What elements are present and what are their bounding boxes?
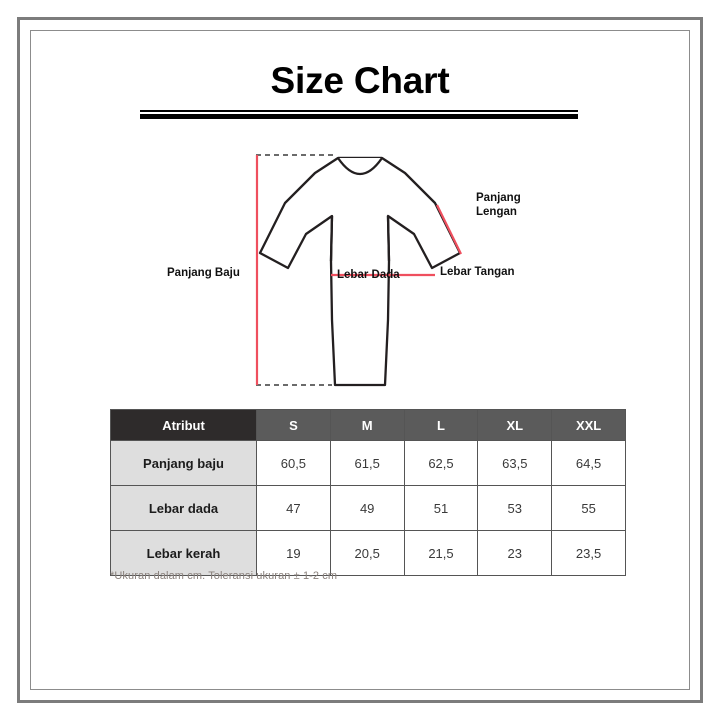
column-header-atribut: Atribut [110,409,257,441]
label-panjang-baju: Panjang Baju [167,267,240,279]
cell-lebar-dada-xxl: 55 [551,485,626,531]
cell-lebar-kerah-l: 21,5 [403,530,479,576]
title-divider [140,110,578,119]
page-title: Size Chart [270,60,450,101]
cell-panjang-baju-l: 62,5 [403,440,479,486]
cell-panjang-baju-xxl: 64,5 [551,440,626,486]
column-header-s: S [256,409,331,441]
measurement-footnote: *Ukuran dalam cm. Toleransi ukuran ± 1-2… [110,570,338,582]
divider-thin-line [140,110,578,112]
size-table-wrapper: Atribut S M L XL XXL Panjang baju 60,5 6… [110,409,626,576]
divider-gap [140,112,578,114]
table-header-row: Atribut S M L XL XXL [110,409,626,441]
cell-panjang-baju-s: 60,5 [256,440,331,486]
cell-lebar-dada-m: 49 [329,485,405,531]
left-sleeve-seam [329,215,334,262]
label-panjang-lengan-line1: Panjang [476,192,521,204]
column-header-m: M [329,409,405,441]
cell-lebar-kerah-xl: 23 [477,530,553,576]
size-table: Atribut S M L XL XXL Panjang baju 60,5 6… [110,409,626,576]
decorative-frame-outer [17,17,703,703]
cell-lebar-kerah-m: 20,5 [329,530,405,576]
size-table-head: Atribut S M L XL XXL [110,409,626,441]
row-label-lebar-dada: Lebar dada [110,485,257,531]
row-label-panjang-baju: Panjang baju [110,440,257,486]
size-table-body: Panjang baju 60,5 61,5 62,5 63,5 64,5 Le… [110,440,626,576]
garment-diagram: Panjang Baju Lebar Dada Panjang Lengan L… [110,138,610,403]
cell-lebar-dada-l: 51 [403,485,479,531]
column-header-xxl: XXL [551,409,626,441]
cell-panjang-baju-m: 61,5 [329,440,405,486]
label-lebar-tangan: Lebar Tangan [440,266,515,278]
collar-neckline [337,157,383,175]
measure-line-panjang-lengan [436,204,462,255]
label-panjang-lengan-line2: Lengan [476,206,517,218]
column-header-l: L [403,409,479,441]
cell-lebar-dada-s: 47 [256,485,331,531]
divider-thick-line [140,114,578,119]
cell-lebar-kerah-xxl: 23,5 [551,530,626,576]
row-label-lebar-kerah: Lebar kerah [110,530,257,576]
right-sleeve-seam [386,215,391,262]
cell-lebar-kerah-s: 19 [256,530,331,576]
label-lebar-dada: Lebar Dada [337,269,400,281]
table-row: Panjang baju 60,5 61,5 62,5 63,5 64,5 [110,440,626,486]
label-panjang-lengan: Panjang Lengan [476,191,521,219]
column-header-xl: XL [477,409,553,441]
decorative-frame-inner [30,30,690,690]
cell-panjang-baju-xl: 63,5 [477,440,553,486]
table-row: Lebar kerah 19 20,5 21,5 23 23,5 [110,530,626,576]
cell-lebar-dada-xl: 53 [477,485,553,531]
table-row: Lebar dada 47 49 51 53 55 [110,485,626,531]
tshirt-illustration [255,154,462,387]
